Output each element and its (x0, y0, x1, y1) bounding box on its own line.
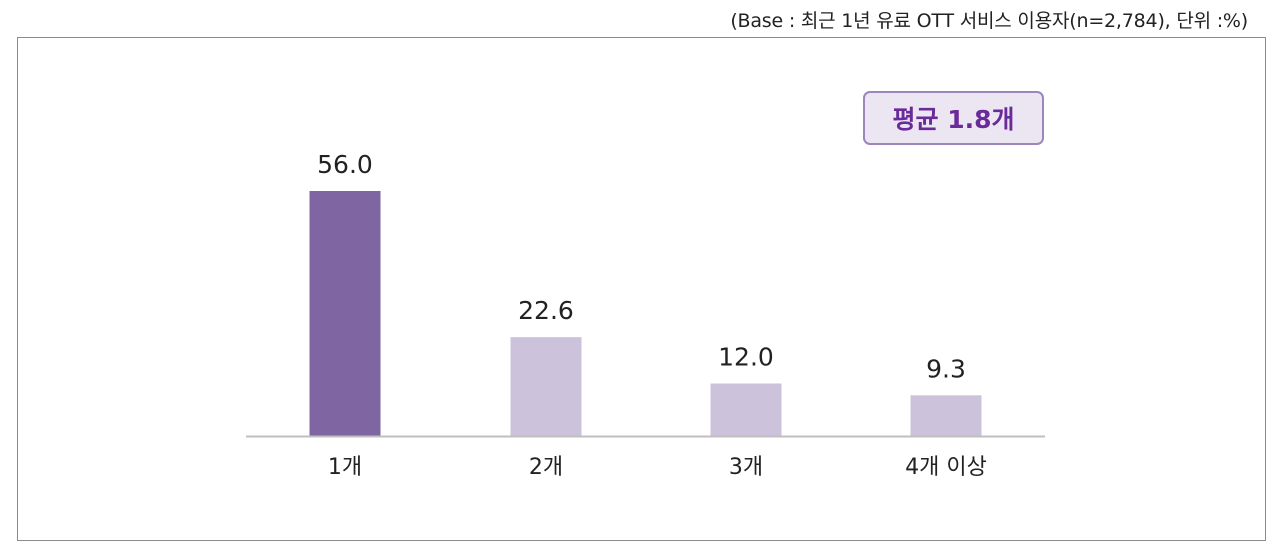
value-label-4: 9.3 (926, 354, 966, 383)
category-label-4: 4개 이상 (905, 455, 987, 480)
average-badge: 평균 1.8개 (863, 91, 1044, 145)
category-label-3: 3개 (729, 455, 763, 480)
bar-3 (710, 383, 782, 436)
base-note: (Base : 최근 1년 유료 OTT 서비스 이용자(n=2,784), 단… (730, 10, 1248, 32)
category-label-2: 2개 (529, 455, 563, 480)
chart-frame (17, 37, 1266, 541)
value-label-2: 22.6 (518, 296, 574, 325)
bar-2 (510, 337, 582, 436)
bar-1 (309, 191, 381, 436)
bar-4 (910, 395, 982, 436)
value-label-1: 56.0 (317, 150, 373, 179)
value-label-3: 12.0 (718, 343, 774, 372)
category-label-1: 1개 (328, 455, 362, 480)
